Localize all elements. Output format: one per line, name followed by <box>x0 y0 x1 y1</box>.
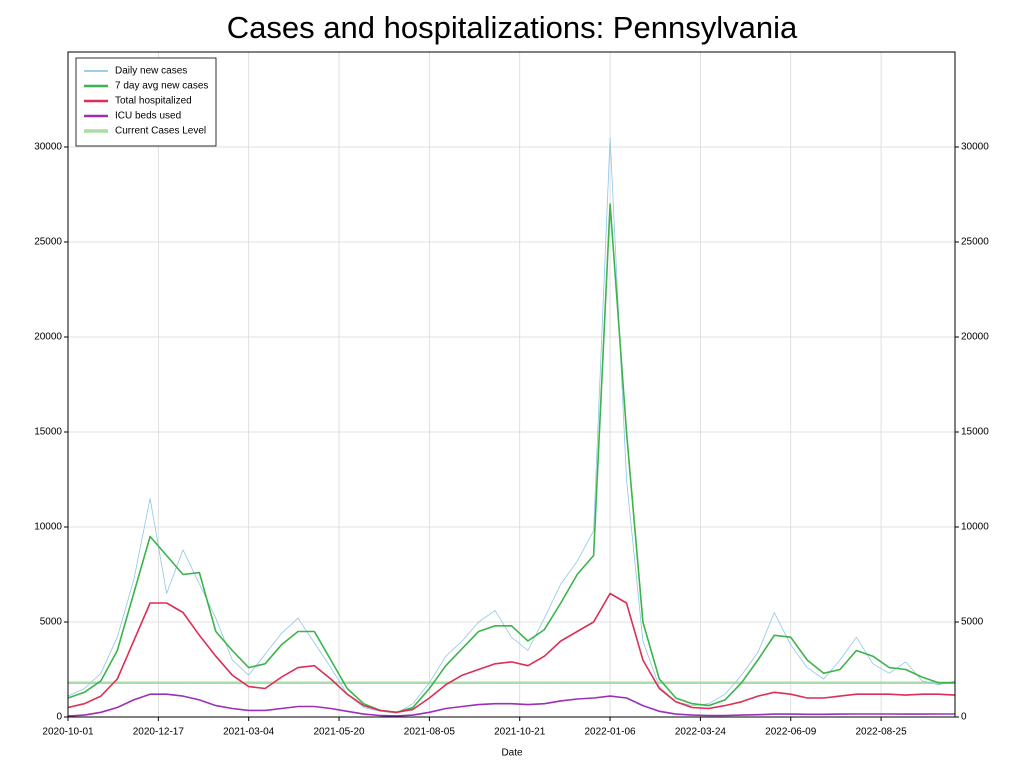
y-tick-label: 0 <box>56 712 62 723</box>
y2-tick-label: 25000 <box>961 237 989 248</box>
x-tick-label: 2021-10-21 <box>494 727 546 738</box>
y2-tick-label: 20000 <box>961 332 989 343</box>
y-tick-label: 20000 <box>34 332 62 343</box>
legend-label: ICU beds used <box>115 111 181 122</box>
y-tick-label: 15000 <box>34 427 62 438</box>
y2-tick-label: 0 <box>961 712 967 723</box>
legend-label: Total hospitalized <box>115 96 192 107</box>
series-line <box>67 137 956 714</box>
x-tick-label: 2021-08-05 <box>404 727 456 738</box>
x-tick-label: 2021-03-04 <box>223 727 275 738</box>
x-tick-label: 2021-05-20 <box>313 727 365 738</box>
y-tick-label: 25000 <box>34 237 62 248</box>
y2-tick-label: 10000 <box>961 522 989 533</box>
x-tick-label: 2022-03-24 <box>675 727 727 738</box>
chart-title: Cases and hospitalizations: Pennsylvania <box>227 10 798 45</box>
x-tick-label: 2020-10-01 <box>42 727 94 738</box>
series-line <box>67 693 955 717</box>
y-tick-label: 30000 <box>34 142 62 153</box>
legend-label: Current Cases Level <box>115 126 206 137</box>
legend-label: 7 day avg new cases <box>115 81 208 92</box>
y2-tick-label: 30000 <box>961 142 989 153</box>
y-tick-label: 10000 <box>34 522 62 533</box>
plot-frame <box>67 51 956 718</box>
y2-tick-label: 15000 <box>961 427 989 438</box>
x-tick-label: 2022-06-09 <box>765 727 817 738</box>
x-tick-label: 2022-08-25 <box>856 727 908 738</box>
y-tick-label: 5000 <box>40 617 63 628</box>
y2-tick-label: 5000 <box>961 617 984 628</box>
x-tick-label: 2022-01-06 <box>584 727 636 738</box>
legend-label: Daily new cases <box>115 66 187 77</box>
series-line <box>67 203 955 714</box>
legend: Daily new cases 7 day avg new cases Total … <box>75 57 217 147</box>
series-line <box>67 592 956 714</box>
x-tick-label: 2020-12-17 <box>133 727 185 738</box>
x-axis-label: Date <box>501 748 523 759</box>
